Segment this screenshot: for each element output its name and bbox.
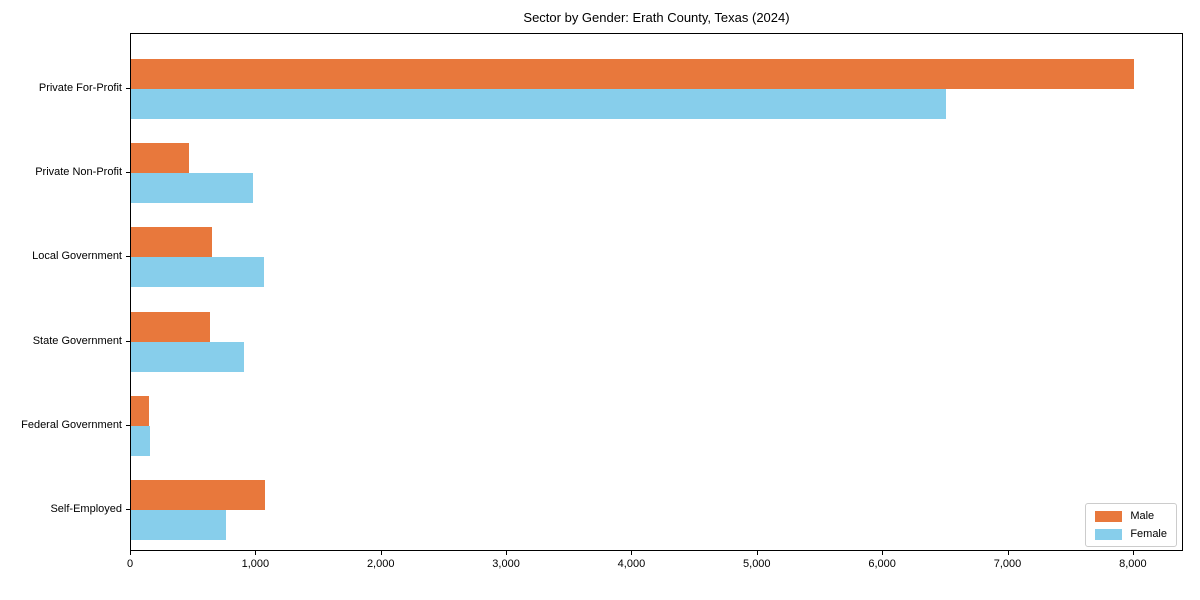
- legend: Male Female: [1085, 503, 1177, 547]
- chart-title: Sector by Gender: Erath County, Texas (2…: [523, 10, 790, 25]
- x-tick: [255, 551, 257, 555]
- x-tick-label: 8,000: [1119, 558, 1147, 570]
- x-tick-label: 3,000: [492, 558, 520, 570]
- x-tick: [1132, 551, 1134, 555]
- female-bar-private-non-profit: [131, 173, 254, 204]
- y-tick: [126, 424, 130, 426]
- y-tick: [126, 340, 130, 342]
- legend-entry-male: Male: [1095, 510, 1167, 522]
- male-bar-private-non-profit: [131, 143, 189, 174]
- x-tick: [380, 551, 382, 555]
- x-tick: [1007, 551, 1009, 555]
- x-tick-label: 7,000: [993, 558, 1022, 570]
- x-tick: [882, 551, 884, 555]
- y-category-label: Local Government: [32, 250, 122, 263]
- x-tick-label: 5,000: [743, 558, 771, 570]
- legend-entry-female: Female: [1095, 528, 1167, 540]
- y-category-label: Federal Government: [21, 418, 122, 431]
- plot-area: Male Female: [130, 33, 1183, 551]
- x-tick: [506, 551, 508, 555]
- x-tick-label: 4,000: [617, 558, 646, 570]
- male-bar-private-for-profit: [131, 59, 1134, 89]
- y-category-label: Private Non-Profit: [35, 166, 122, 179]
- x-tick-label: 0: [126, 558, 134, 570]
- female-bar-local-government: [131, 257, 264, 288]
- x-tick-label: 1,000: [241, 558, 270, 570]
- female-bar-self-employed: [131, 510, 226, 540]
- legend-label: Female: [1130, 528, 1167, 540]
- male-swatch-icon: [1095, 510, 1123, 522]
- male-bar-federal-government: [131, 395, 149, 426]
- legend-label: Male: [1130, 510, 1155, 522]
- y-tick: [126, 256, 130, 258]
- female-bar-private-for-profit: [131, 89, 946, 119]
- x-tick-label: 6,000: [868, 558, 896, 570]
- male-bar-state-government: [131, 311, 210, 342]
- male-bar-self-employed: [131, 480, 266, 510]
- y-tick: [126, 172, 130, 174]
- x-tick: [631, 551, 633, 555]
- x-tick-label: 2,000: [366, 558, 395, 570]
- y-category-label: Self-Employed: [50, 503, 122, 515]
- x-tick: [130, 551, 131, 555]
- y-tick: [126, 88, 130, 89]
- female-bar-federal-government: [131, 425, 150, 456]
- y-tick: [126, 509, 130, 510]
- y-category-label: Private For-Profit: [38, 82, 122, 94]
- x-tick: [756, 551, 758, 555]
- y-category-label: State Government: [32, 334, 122, 347]
- male-bar-local-government: [131, 227, 212, 258]
- female-bar-state-government: [131, 341, 244, 372]
- female-swatch-icon: [1095, 528, 1123, 540]
